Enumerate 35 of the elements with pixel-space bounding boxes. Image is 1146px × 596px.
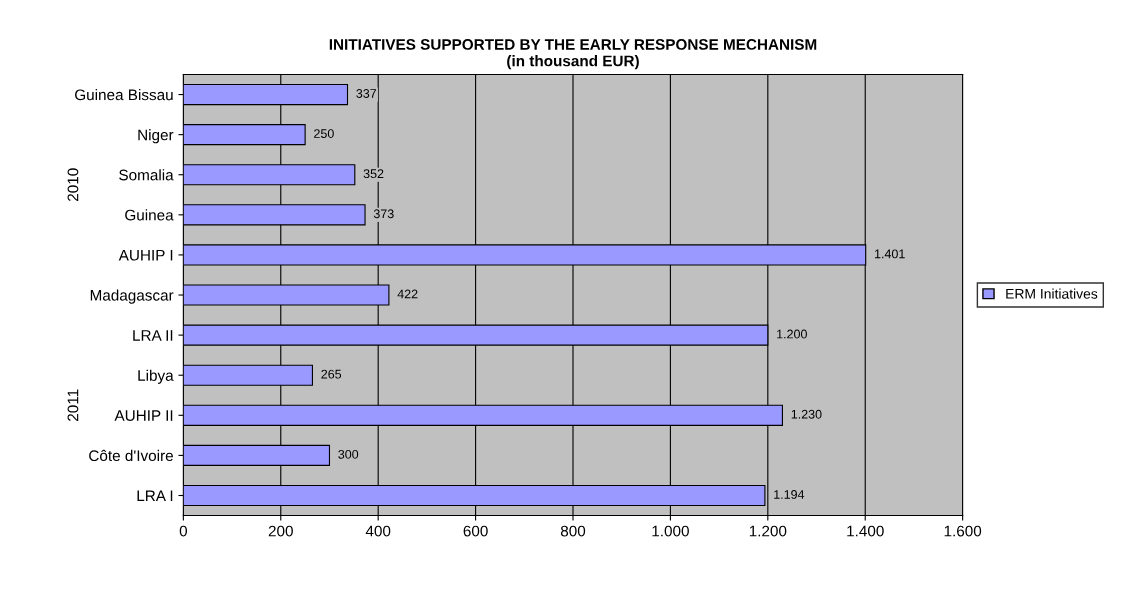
y-tick-label: Libya: [138, 369, 174, 384]
data-label: 422: [397, 289, 418, 299]
x-tick-label: 200: [268, 525, 293, 537]
data-label: 1.401: [875, 249, 905, 259]
data-label: 1.230: [791, 409, 822, 419]
x-tick-label: 0: [179, 525, 188, 537]
x-tick-label: 1.000: [652, 525, 689, 537]
data-label: 1.194: [774, 490, 805, 499]
x-tick-label: 800: [560, 525, 586, 537]
y-tick-label: AUHIP I: [118, 249, 173, 261]
x-tick-label: 1.600: [944, 525, 982, 537]
y-tick-label: Madagascar: [90, 289, 174, 304]
data-label: 373: [373, 209, 394, 219]
y-tick-label: LRA II: [133, 330, 173, 341]
data-label: 265: [321, 369, 342, 379]
data-label: 337: [356, 89, 377, 98]
data-label: 352: [363, 169, 384, 179]
data-label: 250: [314, 129, 334, 138]
data-label: 300: [338, 449, 359, 459]
y-tick-label: Guinea: [125, 209, 174, 221]
y-tick-label: Niger: [138, 129, 174, 144]
y-tick-label: Côte d'Ivoire: [89, 449, 173, 462]
x-tick-label: 400: [365, 525, 391, 537]
y-tick-label: Guinea Bissau: [75, 89, 173, 101]
text: 2011: [67, 389, 79, 421]
y-tick-label: LRA I: [137, 490, 173, 502]
x-tick-label: 600: [463, 525, 488, 537]
x-tick-label: 1.400: [847, 525, 884, 537]
y-tick-label: AUHIP II: [114, 410, 173, 421]
chart-title: INITIATIVES SUPPORTED BY THE EARLY RESPONSE MECHANISM (in thousand EUR): [329, 39, 817, 70]
y-tick-label: Somalia: [119, 169, 174, 181]
legend-label: ERM Initiatives: [1006, 288, 1098, 299]
data-label: 1.200: [777, 329, 807, 339]
x-tick-label: 1.200: [749, 525, 787, 537]
text: 2010: [67, 168, 79, 201]
